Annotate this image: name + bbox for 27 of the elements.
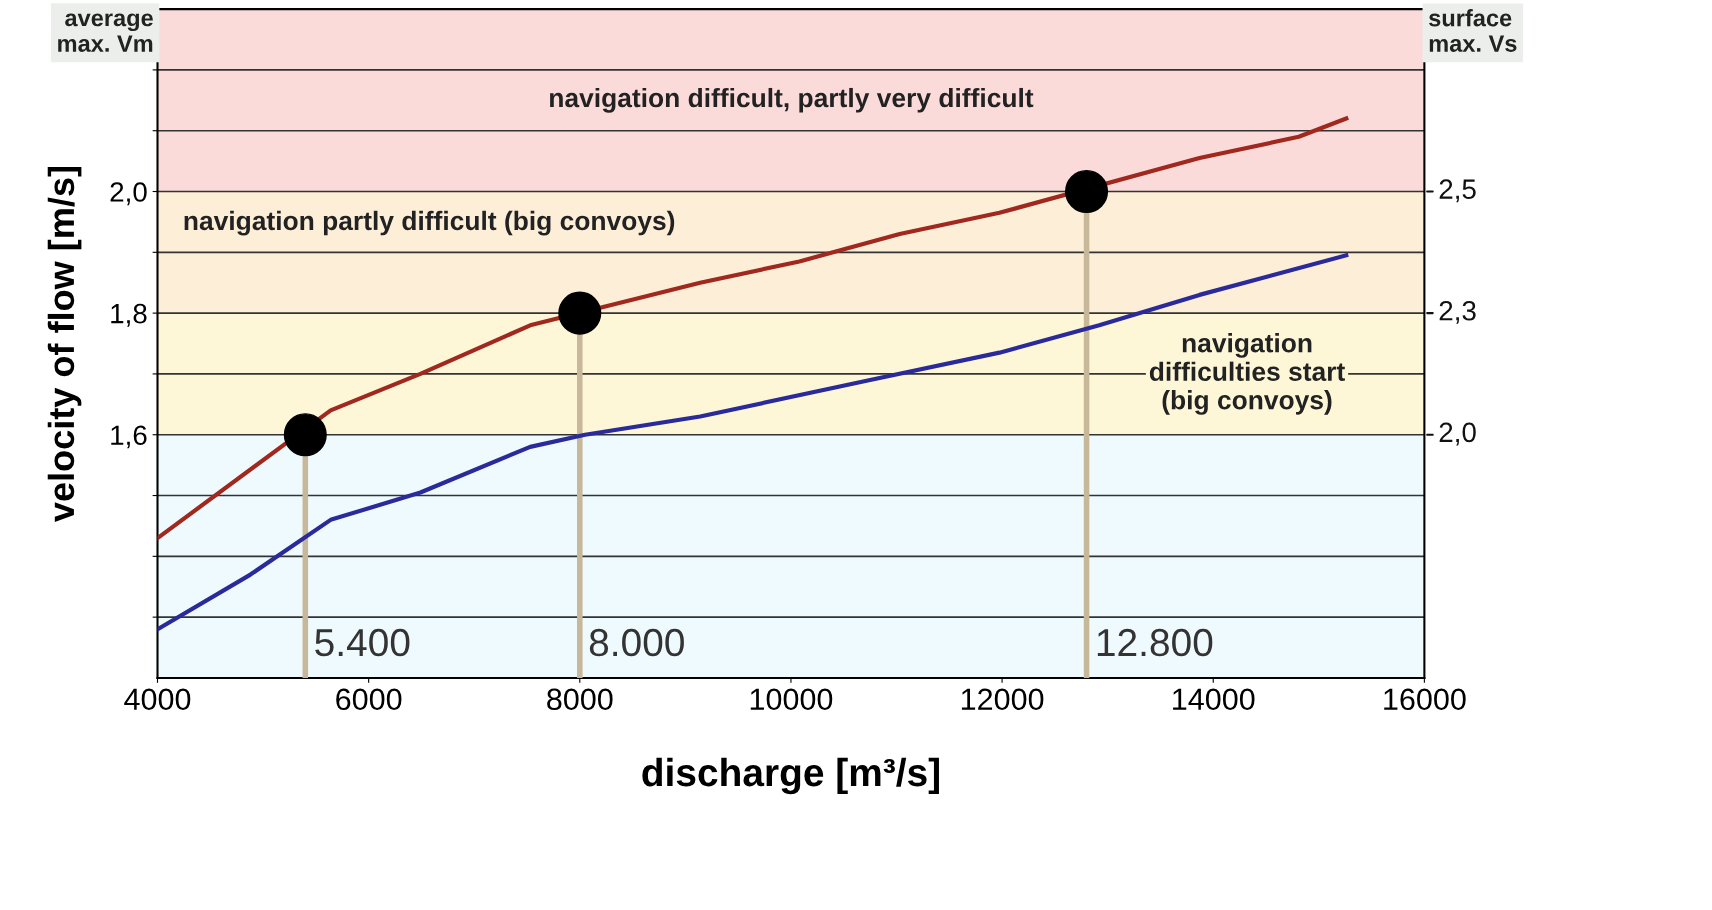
y-tick-label: 2,0	[110, 182, 147, 206]
line-series	[157, 116, 1349, 541]
x-tick-label: 12000	[961, 688, 1044, 711]
x-tick-label: 14000	[1173, 688, 1255, 711]
x-tick-label: 16000	[1384, 688, 1466, 711]
annotation: 2,0	[1439, 422, 1476, 446]
band-label: navigation partly difficult (big convoys)	[184, 210, 675, 236]
x-tick-label: 4000	[124, 688, 191, 711]
annotation: 12.800	[1097, 628, 1213, 657]
x-tick-label: 10000	[750, 688, 833, 711]
point	[1065, 169, 1109, 214]
y-axis-title: velocity of flow [m/s]	[47, 166, 82, 522]
y2-axis-title: surface max. Vs	[1429, 9, 1517, 52]
x-tick-label: 6000	[336, 688, 402, 711]
x-axis-title: discharge [m³/s]	[642, 757, 939, 795]
text: average max. Vm	[58, 13, 153, 52]
point	[283, 413, 327, 457]
band-label: navigation difficult, partly very difficult	[550, 87, 1034, 113]
annotation: 2,5	[1439, 179, 1476, 203]
annotation: 8.000	[589, 628, 684, 657]
y-tick-label: 1,6	[111, 425, 147, 449]
y-tick-label: 1,8	[111, 303, 147, 327]
annotation: 5.400	[315, 628, 410, 657]
point	[558, 291, 602, 335]
x-tick-label: 8000	[547, 688, 613, 711]
annotation: 2,3	[1439, 300, 1476, 324]
band-label: navigation difficulties start (big convoys)	[1149, 333, 1345, 415]
